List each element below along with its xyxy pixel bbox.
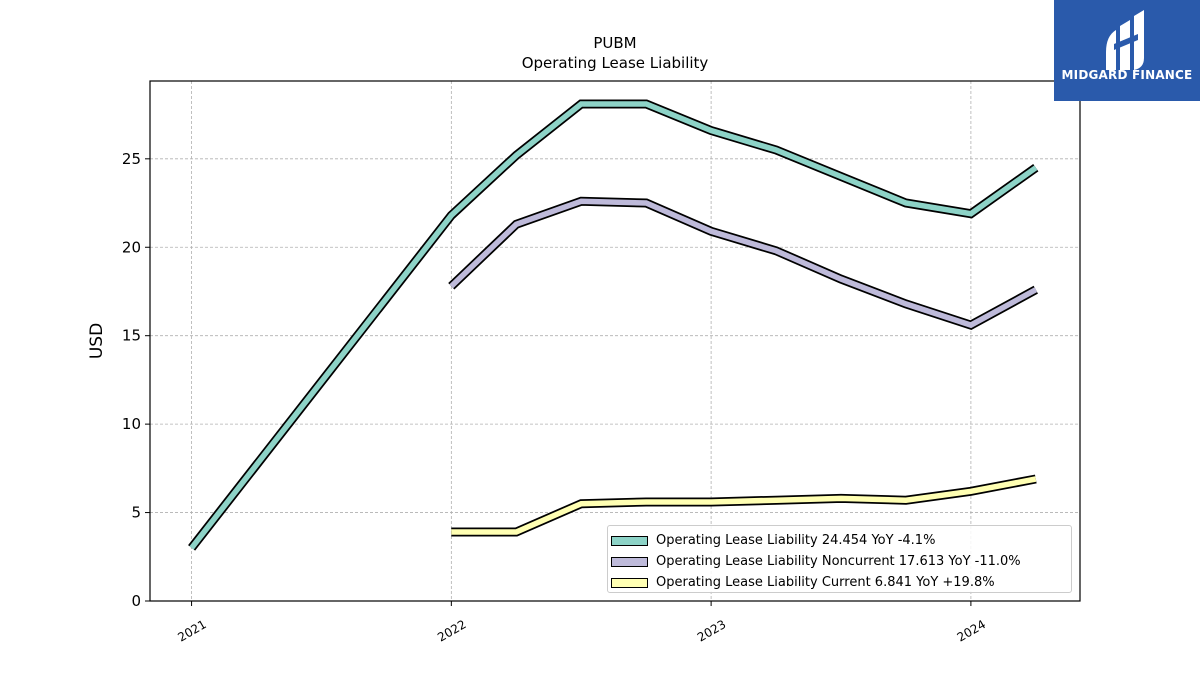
plot-frame xyxy=(149,80,1081,602)
x-tick-label: 2024 xyxy=(955,617,988,644)
x-axis: 2021 2022 2023 2024 xyxy=(175,601,988,645)
series-line-1 xyxy=(449,198,1038,329)
series-outline-1 xyxy=(448,196,1038,330)
x-tick-label: 2021 xyxy=(175,617,208,644)
legend-item-current: Operating Lease Liability Current 6.841 … xyxy=(608,572,1071,593)
legend-label-noncurrent: Operating Lease Liability Noncurrent 17.… xyxy=(656,554,1021,569)
legend-label-total: Operating Lease Liability 24.454 YoY -4.… xyxy=(656,533,936,548)
brand-logo: MIDGARD FINANCE xyxy=(1054,0,1200,101)
grid xyxy=(150,81,1080,601)
y-axis-label: USD xyxy=(87,323,107,359)
y-tick-label: 20 xyxy=(122,238,141,256)
chart-title: PUBM xyxy=(593,34,636,52)
y-tick-label: 25 xyxy=(122,150,141,168)
brand-name: MIDGARD FINANCE xyxy=(1061,68,1193,82)
y-tick-label: 10 xyxy=(122,415,141,433)
legend: Operating Lease Liability 24.454 YoY -4.… xyxy=(607,525,1072,593)
y-tick-label: 15 xyxy=(122,327,141,345)
y-tick-label: 5 xyxy=(131,504,141,522)
legend-item-total: Operating Lease Liability 24.454 YoY -4.… xyxy=(608,530,1071,551)
x-tick-label: 2022 xyxy=(435,617,468,644)
y-axis: 0 5 10 15 20 25 xyxy=(122,150,150,610)
midgard-mark-icon xyxy=(1106,10,1144,70)
x-tick-label: 2023 xyxy=(695,617,728,644)
series-layer xyxy=(188,99,1039,551)
series-line-2 xyxy=(451,476,1037,535)
chart-subtitle: Operating Lease Liability xyxy=(522,54,709,72)
y-tick-label: 0 xyxy=(131,592,141,610)
legend-swatch-total xyxy=(611,535,648,546)
legend-item-noncurrent: Operating Lease Liability Noncurrent 17.… xyxy=(608,551,1071,572)
legend-swatch-current xyxy=(611,577,648,588)
series-line-0 xyxy=(189,101,1038,550)
legend-label-current: Operating Lease Liability Current 6.841 … xyxy=(656,575,995,590)
series-outline-0 xyxy=(188,99,1039,551)
legend-swatch-noncurrent xyxy=(611,556,648,567)
